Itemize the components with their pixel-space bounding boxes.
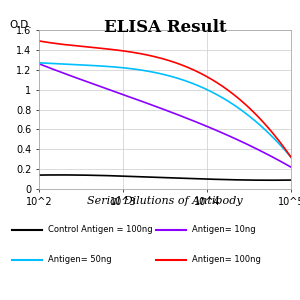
Text: Antigen= 10ng: Antigen= 10ng: [192, 225, 256, 234]
Text: O.D.: O.D.: [9, 20, 32, 29]
Text: ELISA Result: ELISA Result: [104, 20, 226, 37]
Text: Antigen= 50ng: Antigen= 50ng: [48, 255, 112, 264]
Text: Antigen= 100ng: Antigen= 100ng: [192, 255, 261, 264]
Text: Control Antigen = 100ng: Control Antigen = 100ng: [48, 225, 153, 234]
Text: Serial Dilutions of Antibody: Serial Dilutions of Antibody: [87, 196, 243, 206]
